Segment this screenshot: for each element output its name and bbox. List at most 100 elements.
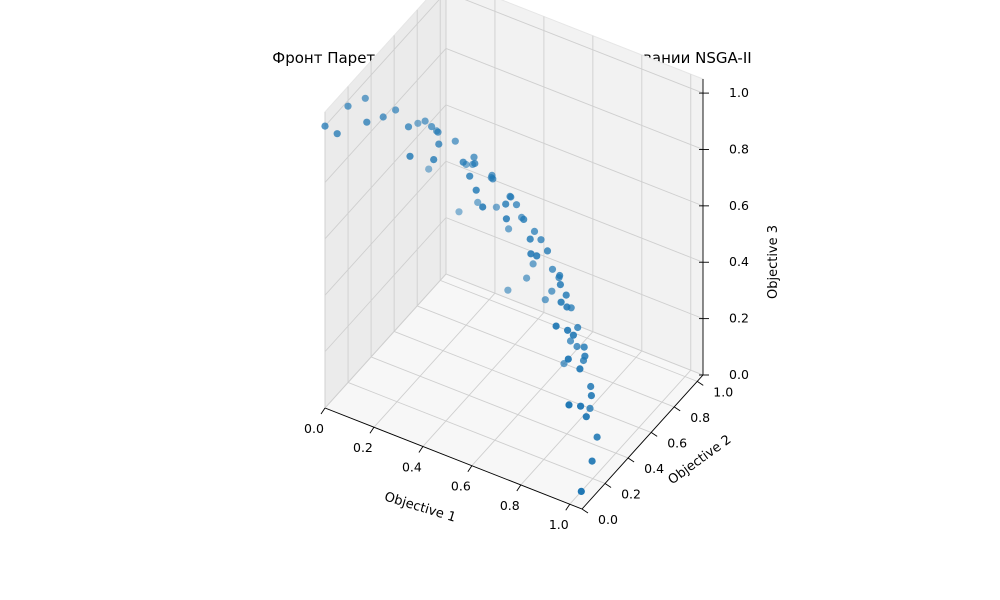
x-grid-floor-1 — [373, 292, 496, 428]
data-point-1 — [333, 130, 341, 138]
data-point-21 — [527, 250, 535, 258]
y-grid-floor-4 — [417, 305, 675, 408]
y-tick-0 — [581, 508, 589, 514]
z-grid-back-0 — [445, 273, 704, 376]
data-point-45 — [588, 457, 596, 465]
x-axis-line — [324, 407, 583, 510]
data-point-58 — [425, 165, 433, 173]
y-tick-3 — [650, 432, 658, 437]
x-tick-label-4: 0.8 — [500, 498, 520, 513]
data-point-8 — [406, 152, 414, 160]
data-point-57 — [548, 287, 556, 295]
y-tick-5 — [696, 381, 704, 386]
data-point-37 — [587, 392, 596, 400]
x-tick-label-2: 0.4 — [402, 459, 422, 474]
data-point-33 — [492, 203, 500, 211]
data-point-5 — [361, 94, 369, 102]
y-grid-floor-2 — [370, 356, 629, 459]
x-grid-floor-2 — [422, 312, 545, 447]
data-point-20 — [526, 235, 534, 243]
tick-marks — [320, 92, 709, 514]
data-point-60 — [414, 119, 422, 127]
x-tick-1 — [369, 426, 375, 434]
z-tick-label-3: 0.6 — [729, 198, 749, 213]
x-grid-floor-5 — [569, 369, 692, 505]
data-point-18 — [502, 200, 510, 208]
data-point-38 — [581, 352, 589, 360]
z-grid-left-3 — [324, 104, 447, 240]
data-point-43 — [587, 382, 595, 391]
x-tick-0 — [320, 407, 326, 415]
data-point-10 — [434, 128, 442, 136]
y-tick-label-4: 0.8 — [690, 410, 710, 425]
z-tick-label-5: 1.0 — [729, 85, 749, 100]
data-point-12 — [435, 140, 443, 148]
x-tick-4 — [516, 484, 522, 492]
data-point-23 — [556, 271, 564, 280]
data-point-73 — [576, 365, 584, 373]
data-point-64 — [489, 175, 497, 183]
data-point-47 — [577, 402, 585, 410]
data-point-0 — [321, 122, 329, 130]
data-point-19 — [520, 215, 528, 223]
data-point-3 — [363, 118, 371, 126]
data-point-25 — [563, 303, 571, 311]
y-axis-line — [581, 374, 704, 510]
data-point-14 — [466, 172, 474, 180]
z-tick-label-1: 0.2 — [729, 311, 749, 326]
y-tick-label-5: 1.0 — [713, 384, 733, 399]
data-point-40 — [573, 342, 581, 351]
data-point-17 — [502, 215, 510, 223]
data-point-62 — [451, 137, 459, 145]
data-point-22 — [543, 247, 552, 255]
axes-3d: 0.00.00.00.20.20.20.4 0.40.40.60.60.60.80… — [304, 0, 749, 532]
data-point-65 — [507, 193, 515, 201]
x-tick-2 — [418, 446, 424, 453]
x-grid-floor-4 — [520, 350, 643, 486]
data-point-11 — [421, 117, 429, 125]
data-point-24 — [562, 291, 570, 299]
data-point-68 — [537, 236, 545, 244]
y-tick-label-1: 0.2 — [621, 486, 641, 501]
y-tick-label-0: 0.0 — [598, 512, 618, 527]
data-point-70 — [556, 281, 565, 289]
z-grid-left-0 — [324, 273, 447, 409]
z-tick-label-4: 0.8 — [729, 141, 749, 156]
y-tick-4 — [673, 406, 681, 412]
x-tick-label-1: 0.2 — [353, 440, 373, 455]
data-point-48 — [541, 296, 549, 304]
z-grid-left-5 — [324, 0, 440, 127]
z-tick-label-2: 0.4 — [729, 254, 749, 269]
data-point-54 — [474, 198, 482, 206]
data-point-4 — [379, 113, 387, 121]
z-grid-back-1 — [445, 217, 704, 320]
x-tick-5 — [565, 503, 571, 511]
y-grid-floor-3 — [393, 331, 652, 433]
data-point-56 — [505, 225, 513, 233]
data-point-9 — [430, 156, 438, 164]
x-tick-label-3: 0.6 — [451, 479, 471, 494]
tick-labels: 0.00.00.00.20.20.20.4 0.40.40.60.60.60.80… — [304, 85, 749, 532]
data-point-44 — [593, 433, 601, 441]
z-axis-label: Objective 3 — [766, 225, 781, 299]
data-point-76 — [552, 322, 560, 330]
data-point-46 — [577, 487, 585, 495]
data-point-71 — [557, 298, 565, 306]
data-point-63 — [470, 153, 478, 161]
y-tick-label-3: 0.6 — [667, 435, 687, 450]
data-point-55 — [455, 208, 463, 216]
z-grid-back-5 — [464, 0, 704, 94]
axis-lines — [324, 79, 704, 510]
data-point-72 — [569, 331, 578, 339]
data-point-13 — [459, 158, 467, 166]
y-tick-2 — [627, 457, 635, 463]
data-point-31 — [530, 227, 539, 235]
data-point-49 — [523, 274, 531, 282]
data-point-6 — [392, 106, 400, 114]
data-point-42 — [586, 404, 594, 412]
y-tick-label-2: 0.4 — [644, 461, 664, 476]
data-point-2 — [344, 102, 352, 110]
z-grid-back-3 — [445, 104, 704, 207]
data-points — [321, 94, 601, 495]
